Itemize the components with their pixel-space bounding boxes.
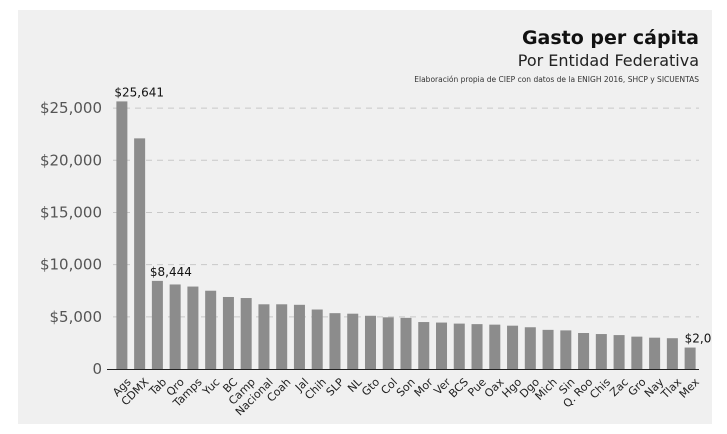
bar	[311, 309, 323, 369]
bar	[418, 322, 430, 369]
bar	[116, 101, 128, 370]
x-tick-label: Yuc	[199, 376, 222, 399]
bar	[560, 330, 572, 369]
data-label: $8,444	[150, 265, 192, 279]
bar	[489, 324, 501, 369]
y-tick-label: $20,000	[40, 151, 102, 169]
y-tick-label: 0	[92, 360, 102, 378]
bar	[364, 315, 376, 369]
bars	[116, 101, 696, 370]
bar	[631, 336, 643, 369]
chart-source-note: Elaboración propia de CIEP con datos de …	[414, 75, 699, 84]
data-label: $25,641	[114, 85, 164, 99]
bar	[329, 313, 341, 369]
x-tick-label: Mex	[677, 375, 703, 401]
bar	[542, 329, 554, 369]
bar	[134, 138, 146, 369]
bar-chart: Gasto per cápita Por Entidad Federativa …	[40, 27, 712, 418]
bar	[684, 347, 696, 369]
bar	[471, 324, 483, 369]
bar	[436, 322, 448, 369]
y-axis-ticks: 0 $5,000 $10,000 $15,000 $20,000 $25,000	[40, 99, 102, 378]
bar	[453, 323, 465, 369]
bar	[649, 337, 661, 369]
bar	[666, 338, 678, 369]
bar	[293, 304, 305, 369]
y-tick-label: $5,000	[50, 308, 103, 326]
bar	[205, 290, 217, 369]
data-labels: $25,641 $8,444 $2,055	[114, 85, 712, 345]
chart-panel: Gasto per cápita Por Entidad Federativa …	[18, 10, 712, 424]
bar	[524, 327, 536, 369]
bar	[613, 335, 625, 369]
bar	[169, 284, 181, 369]
gridlines	[113, 107, 699, 318]
bar	[151, 280, 163, 369]
x-tick-label: SLP	[324, 375, 347, 398]
y-tick-label: $10,000	[40, 256, 102, 274]
bar	[187, 286, 199, 369]
data-label: $2,055	[685, 332, 712, 346]
bar	[400, 317, 412, 369]
bar	[222, 296, 234, 369]
y-tick-label: $15,000	[40, 203, 102, 221]
y-tick-label: $25,000	[40, 99, 102, 117]
bar	[258, 304, 270, 369]
bar	[276, 304, 288, 369]
bar	[507, 325, 519, 369]
bar	[347, 313, 359, 369]
bar	[382, 317, 394, 369]
bar	[240, 298, 252, 369]
bar	[595, 334, 607, 369]
chart-subtitle: Por Entidad Federativa	[518, 51, 699, 70]
chart-title: Gasto per cápita	[522, 27, 699, 49]
bar	[578, 332, 590, 369]
